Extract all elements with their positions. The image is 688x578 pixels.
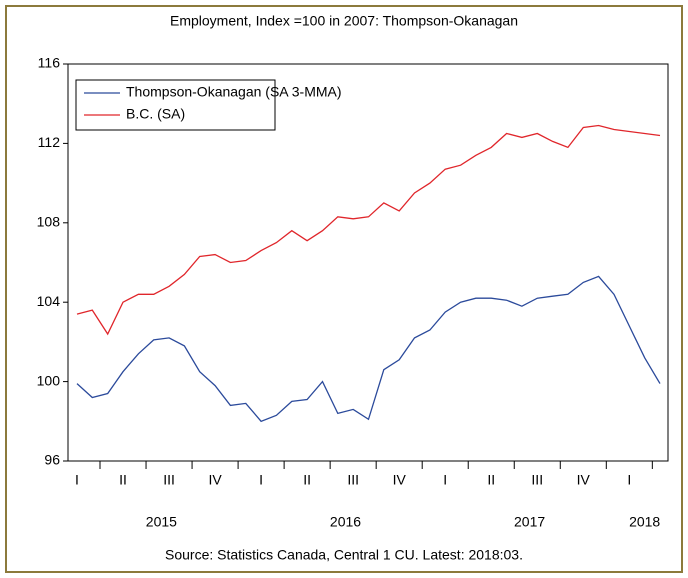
y-tick-label: 104 <box>37 293 61 309</box>
y-tick-label: 112 <box>38 134 61 150</box>
x-tick-label: IV <box>393 472 407 488</box>
y-tick-label: 108 <box>37 214 61 230</box>
y-tick-label: 116 <box>38 55 61 71</box>
x-tick-label: IV <box>208 472 222 488</box>
chart-title: Employment, Index =100 in 2007: Thompson… <box>170 13 518 29</box>
legend-box <box>75 79 276 131</box>
year-label: 2017 <box>514 514 545 530</box>
x-tick-label: IV <box>577 472 591 488</box>
series-line <box>76 275 661 423</box>
x-tick-label: I <box>443 472 447 488</box>
x-tick-label: I <box>627 472 631 488</box>
x-tick-label: II <box>487 472 495 488</box>
legend-label: Thompson-Okanagan (SA 3-MMA) <box>126 84 342 100</box>
legend-label: B.C. (SA) <box>126 106 185 122</box>
x-tick-label: II <box>119 472 127 488</box>
year-label: 2015 <box>146 514 177 530</box>
x-tick-label: III <box>347 472 359 488</box>
year-label: 2016 <box>330 514 361 530</box>
x-tick-label: I <box>259 472 263 488</box>
y-tick-label: 100 <box>37 372 61 388</box>
y-tick-label: 96 <box>44 452 60 468</box>
x-tick-label: III <box>163 472 175 488</box>
source-note: Source: Statistics Canada, Central 1 CU.… <box>165 547 523 563</box>
plot-area <box>67 63 669 462</box>
x-tick-label: II <box>303 472 311 488</box>
x-tick-label: III <box>531 472 543 488</box>
year-label: 2018 <box>629 514 660 530</box>
series-line <box>76 124 661 336</box>
x-tick-label: I <box>75 472 79 488</box>
